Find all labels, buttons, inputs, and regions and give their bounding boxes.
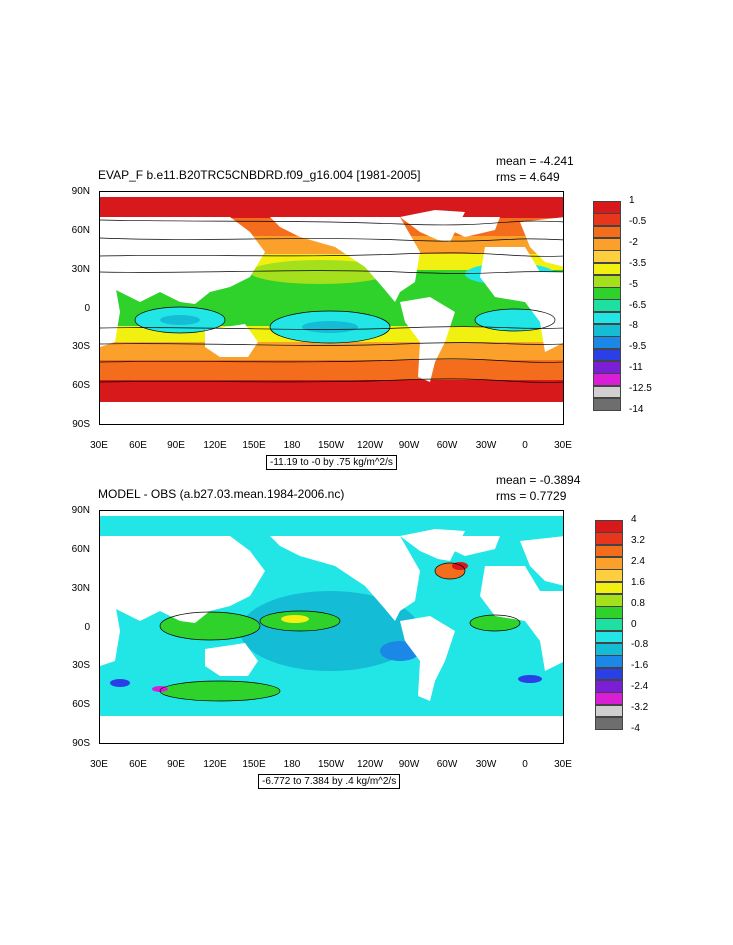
lat-label: 0 — [84, 303, 90, 314]
contour-info-box: -11.19 to -0 by .75 kg/m^2/s — [266, 455, 397, 470]
colorbar-label: 0.8 — [631, 597, 645, 609]
lon-label: 150E — [242, 759, 266, 770]
lon-label: 150W — [317, 440, 345, 451]
panel-evap: EVAP_F b.e11.B20TRC5CNBDRD.f09_g16.004 [… — [0, 0, 733, 470]
mean-value: mean = -0.3894 — [496, 473, 581, 487]
lat-label: 30N — [71, 264, 90, 275]
colorbar-swatch — [595, 630, 623, 644]
colorbar-swatch — [595, 581, 623, 595]
colorbar-swatch — [595, 704, 623, 718]
colorbar-swatch — [595, 520, 623, 533]
colorbar-swatch — [595, 569, 623, 582]
colorbar-label: -5 — [629, 278, 638, 290]
lon-label: 90W — [398, 759, 420, 770]
lat-label: 60N — [71, 544, 90, 555]
mean-value: mean = -4.241 — [496, 154, 574, 168]
lon-label: 120W — [356, 440, 384, 451]
lat-label: 90N — [71, 186, 90, 197]
lon-label: 0 — [522, 759, 528, 770]
colorbar-label: -2.4 — [631, 681, 649, 693]
colorbar-label: -14 — [629, 404, 644, 416]
colorbar-label: -3.2 — [631, 702, 649, 714]
lat-label: 90S — [72, 419, 90, 430]
lon-label: 180 — [283, 759, 301, 770]
lon-label: 120E — [203, 440, 227, 451]
colorbar-label: 0 — [631, 618, 637, 630]
colorbar-swatch — [595, 606, 623, 619]
colorbar-label: 1.6 — [631, 576, 645, 588]
lat-label: 90N — [71, 505, 90, 516]
colorbar-label: 2.4 — [631, 555, 645, 567]
lon-label: 0 — [522, 440, 528, 451]
map-plot — [99, 510, 564, 744]
colorbar-swatch — [593, 250, 621, 263]
colorbar-label: -3.5 — [629, 257, 647, 269]
lon-label: 60W — [436, 759, 458, 770]
colorbar-swatch — [595, 618, 623, 632]
colorbar-swatch — [595, 643, 623, 656]
rms-value: rms = 0.7729 — [496, 489, 567, 503]
colorbar-label: -11 — [629, 362, 643, 374]
lon-label: 90E — [167, 759, 185, 770]
colorbar-swatch — [595, 544, 623, 558]
colorbar-swatch — [595, 692, 623, 705]
panel-title: MODEL - OBS (a.b27.03.mean.1984-2006.nc) — [98, 487, 345, 501]
colorbar-label: -1.6 — [631, 660, 649, 672]
colorbar-label: -12.5 — [629, 383, 652, 395]
lon-label: 30E — [90, 440, 108, 451]
lat-label: 0 — [84, 622, 90, 633]
lon-label: 150W — [317, 759, 345, 770]
colorbar-label: 3.2 — [631, 534, 645, 546]
lon-label: 90W — [398, 440, 420, 451]
colorbar-label: -6.5 — [629, 299, 647, 311]
lon-label: 30W — [475, 440, 497, 451]
lat-label: 30N — [71, 583, 90, 594]
lat-label: 60S — [72, 699, 90, 710]
colorbar-label: -0.8 — [631, 639, 649, 651]
colorbar-swatch — [593, 397, 621, 411]
lat-label: 90S — [72, 738, 90, 749]
colorbar-label: -8 — [629, 320, 638, 332]
map-field-svg — [100, 511, 563, 743]
lon-label: 90E — [167, 440, 185, 451]
lat-label: 30S — [72, 660, 90, 671]
map-plot — [99, 191, 564, 425]
rms-value: rms = 4.649 — [496, 170, 560, 184]
colorbar-swatch — [595, 655, 623, 669]
lon-label: 120W — [356, 759, 384, 770]
colorbar-label: 4 — [631, 514, 637, 525]
colorbar-label: -4 — [631, 723, 640, 735]
colorbar-label: -2 — [629, 236, 638, 248]
lon-label: 60E — [129, 440, 147, 451]
colorbar-swatch — [595, 556, 623, 570]
lon-label: 30E — [554, 759, 572, 770]
lon-label: 30E — [554, 440, 572, 451]
lon-label: 180 — [283, 440, 301, 451]
panel-title: EVAP_F b.e11.B20TRC5CNBDRD.f09_g16.004 [… — [98, 168, 421, 182]
contour-info-box: -6.772 to 7.384 by .4 kg/m^2/s — [258, 774, 401, 789]
lat-label: 60N — [71, 225, 90, 236]
colorbar-swatch — [595, 679, 623, 693]
colorbar-label: -0.5 — [629, 215, 647, 227]
lon-label: 30W — [475, 759, 497, 770]
lat-label: 60S — [72, 380, 90, 391]
colorbar-swatch — [595, 667, 623, 681]
lon-label: 60W — [436, 440, 458, 451]
colorbar-label: 1 — [629, 195, 635, 206]
colorbar-swatch — [593, 311, 621, 325]
colorbar-swatch — [595, 716, 623, 730]
lon-label: 30E — [90, 759, 108, 770]
lat-label: 30S — [72, 341, 90, 352]
lon-label: 120E — [203, 759, 227, 770]
lon-label: 150E — [242, 440, 266, 451]
colorbar-swatch — [595, 593, 623, 607]
colorbar-swatch — [595, 532, 623, 546]
colorbar-label: -9.5 — [629, 341, 647, 353]
colorbar-swatch — [593, 373, 621, 386]
map-field-svg — [100, 192, 563, 424]
lon-label: 60E — [129, 759, 147, 770]
